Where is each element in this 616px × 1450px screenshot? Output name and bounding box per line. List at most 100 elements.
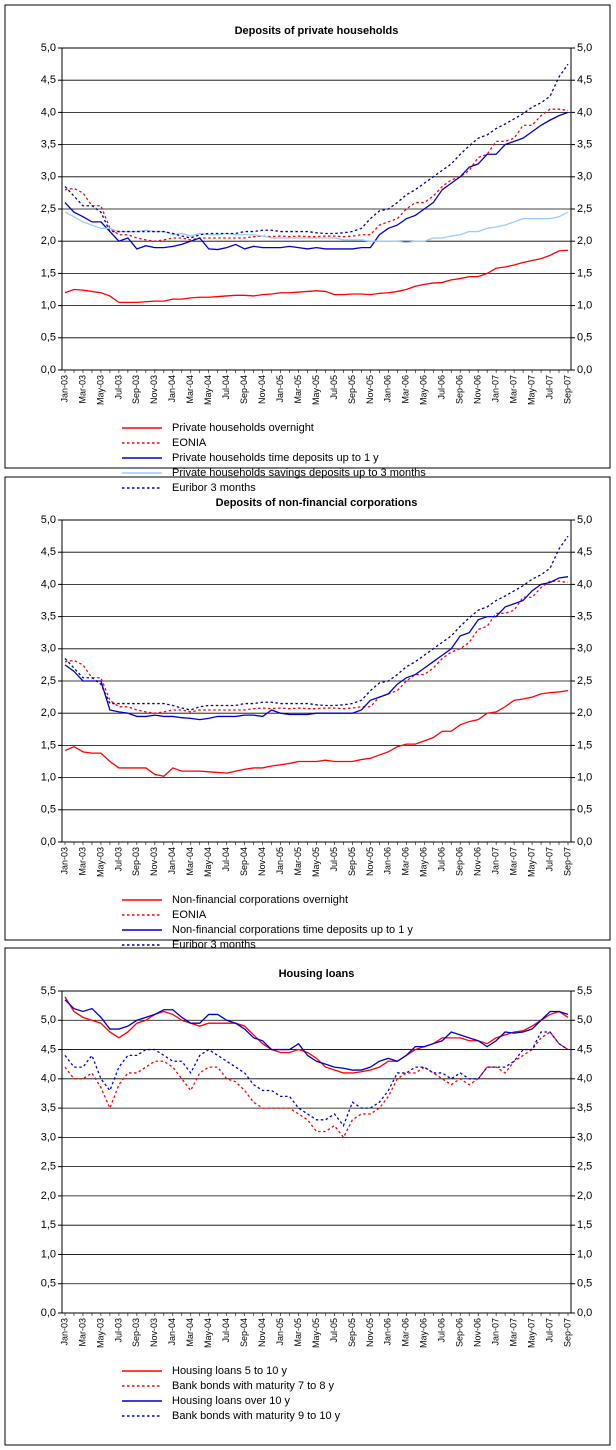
x-tick-label: May-04 [203,1318,213,1348]
x-tick-label: May-05 [311,847,321,877]
y-tick-label: 4,5 [41,1043,56,1055]
y2-tick-label: 3,5 [577,1102,592,1114]
x-tick-label: Sep-07 [562,847,572,876]
x-tick-label: Sep-06 [455,847,465,876]
y2-tick-label: 3,5 [577,139,592,151]
series-line [64,580,569,714]
x-tick-label: Jan-07 [491,375,501,403]
legend-label: Private households overnight [172,422,314,434]
legend-label: Bank bonds with maturity 7 to 8 y [172,1380,335,1392]
x-tick-label: Jul-04 [221,847,231,872]
x-tick-label: Jan-04 [167,847,177,875]
x-tick-label: Jan-06 [383,1318,393,1346]
x-tick-label: Mar-03 [77,847,87,876]
legend-label: Housing loans 5 to 10 y [172,1365,287,1377]
series-line [64,1031,569,1139]
y-tick-label: 3,5 [41,139,56,151]
y-tick-label: 3,5 [41,611,56,623]
x-tick-label: May-05 [311,1318,321,1348]
x-tick-label: Sep-07 [562,1318,572,1347]
y2-tick-label: 2,5 [577,203,592,215]
y2-tick-label: 5,5 [577,985,592,997]
legend-label: Non-financial corporations overnight [172,894,348,906]
y-tick-label: 2,0 [41,235,56,247]
y2-tick-label: 4,5 [577,546,592,558]
x-tick-label: May-05 [311,375,321,405]
x-tick-label: Mar-06 [401,847,411,876]
y-tick-label: 1,5 [41,267,56,279]
x-tick-label: Jan-07 [491,847,501,875]
y2-tick-label: 1,5 [577,739,592,751]
chart: Deposits of non-financial corporations 0,… [4,476,611,951]
series-line [64,996,569,1074]
x-tick-label: Mar-07 [508,375,518,404]
y2-tick-label: 1,5 [577,1219,592,1231]
y-tick-label: 4,0 [41,106,56,118]
y-tick-label: 4,0 [41,578,56,590]
y2-tick-label: 2,0 [577,1190,592,1202]
x-tick-label: Jan-05 [275,847,285,875]
x-tick-label: Sep-05 [347,1318,357,1347]
y-tick-label: 0,0 [41,364,56,376]
y2-tick-label: 1,5 [577,267,592,279]
series-line [64,576,569,721]
y2-tick-label: 2,0 [577,235,592,247]
series-line [64,111,569,251]
y-tick-label: 2,0 [41,1190,56,1202]
y-tick-label: 1,5 [41,1219,56,1231]
legend-label: Housing loans over 10 y [172,1395,291,1407]
x-tick-label: Nov-06 [473,1318,483,1347]
y-tick-label: 0,0 [41,836,56,848]
y2-tick-label: 0,0 [577,364,592,376]
x-tick-label: Jan-07 [491,1318,501,1346]
x-tick-label: May-06 [419,375,429,405]
y-tick-label: 0,5 [41,804,56,816]
x-tick-label: May-06 [419,847,429,877]
x-tick-label: Jul-07 [544,375,554,400]
chart-title: Housing loans [279,968,355,980]
x-tick-label: Nov-03 [149,1318,159,1347]
x-tick-label: May-07 [526,847,536,877]
chart-frame [4,947,611,1446]
y2-tick-label: 2,0 [577,707,592,719]
x-tick-label: Mar-03 [77,375,87,404]
y-tick-label: 5,0 [41,42,56,54]
y-tick-label: 3,0 [41,171,56,183]
x-tick-label: Mar-05 [293,375,303,404]
chart-title: Deposits of private households [235,25,399,37]
series-line [64,999,569,1071]
x-tick-label: May-04 [203,847,213,877]
x-tick-label: Nov-04 [257,375,267,404]
legend-label: Private households time deposits up to 1… [172,452,379,464]
x-tick-label: Jan-03 [59,375,69,403]
y-tick-label: 5,0 [41,1014,56,1026]
x-tick-label: Jul-06 [437,847,447,872]
x-tick-label: Jul-05 [329,375,339,400]
series-line [64,535,569,711]
x-tick-label: Jul-06 [437,375,447,400]
x-tick-label: Sep-03 [131,1318,141,1347]
y-tick-label: 5,0 [41,514,56,526]
x-tick-label: Jan-05 [275,1318,285,1346]
legend-label: Bank bonds with maturity 9 to 10 y [172,1410,341,1422]
x-tick-label: Sep-03 [131,847,141,876]
x-tick-label: May-07 [526,375,536,405]
chart-frame [4,476,611,941]
y-tick-label: 0,0 [41,1307,56,1319]
x-tick-label: Mar-04 [185,1318,195,1347]
x-tick-label: Nov-05 [365,847,375,876]
y-tick-label: 2,5 [41,1161,56,1173]
y2-tick-label: 3,5 [577,611,592,623]
y-tick-label: 0,5 [41,332,56,344]
y2-tick-label: 1,0 [577,1248,592,1260]
x-tick-label: Nov-06 [473,375,483,404]
x-tick-label: Sep-04 [239,375,249,404]
x-tick-label: Mar-03 [77,1318,87,1347]
series-line [64,690,569,778]
series-line [64,63,569,239]
y2-tick-label: 3,0 [577,643,592,655]
y2-tick-label: 3,0 [577,171,592,183]
series-line [64,211,569,244]
y2-tick-label: 4,0 [577,1073,592,1085]
y2-tick-label: 5,0 [577,42,592,54]
